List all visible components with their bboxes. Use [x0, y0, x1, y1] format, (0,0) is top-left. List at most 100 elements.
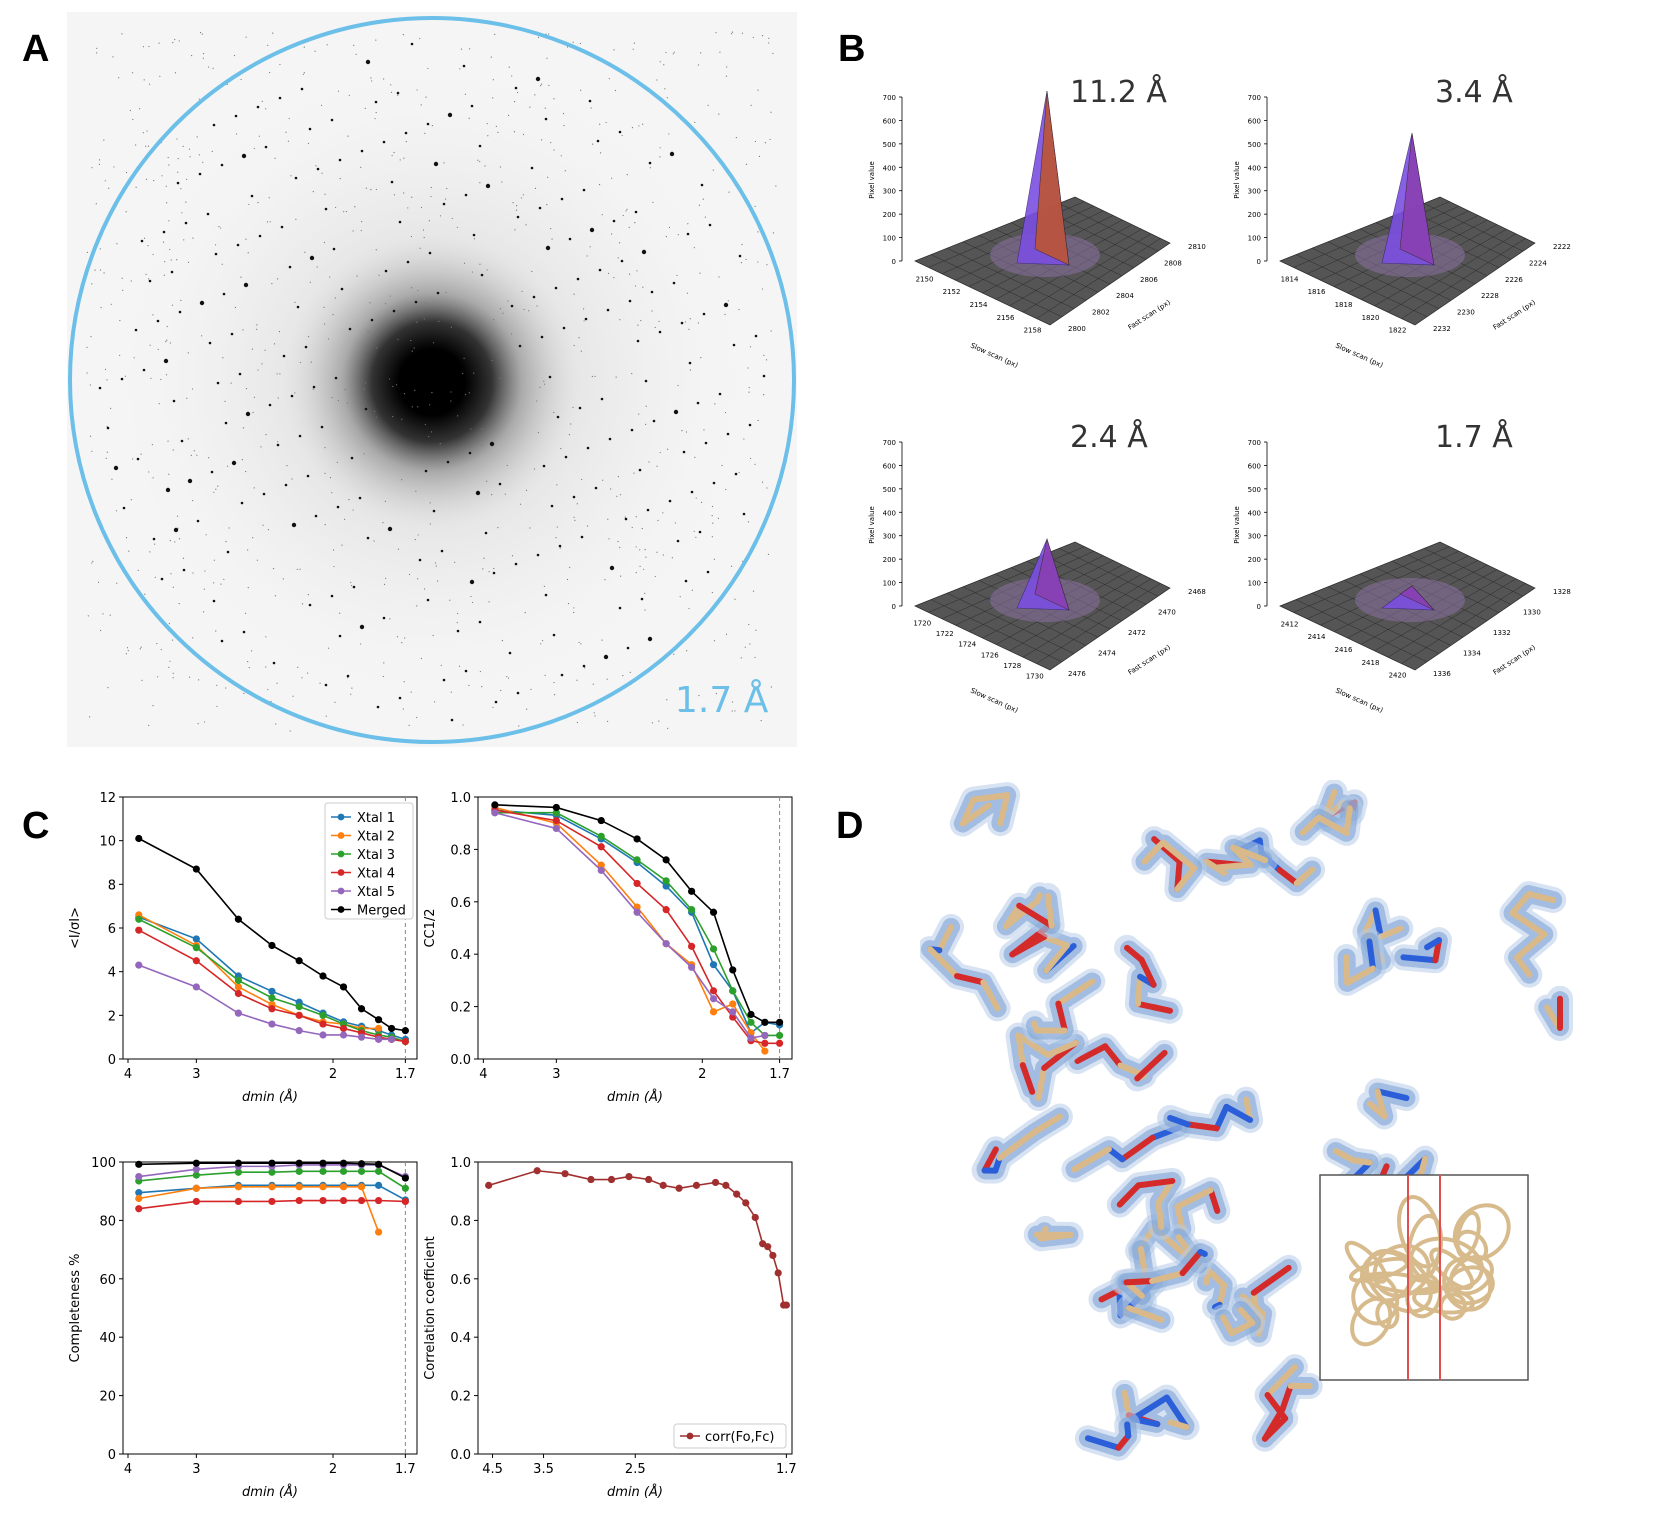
noise-dot	[599, 152, 602, 154]
data-point	[192, 1159, 200, 1167]
noise-dot	[770, 330, 772, 332]
noise-dot	[383, 662, 385, 664]
noise-dot	[766, 264, 768, 266]
peak-resolution-label: 11.2 Å	[1070, 75, 1167, 110]
y-tick-label: 20	[99, 1390, 116, 1405]
noise-dot	[738, 471, 740, 474]
bragg-spot	[140, 239, 144, 243]
bond-stick	[1155, 1177, 1176, 1206]
noise-dot	[450, 391, 452, 393]
noise-dot	[174, 72, 177, 74]
bragg-spot	[700, 183, 704, 187]
y-tick-label: 0.8	[450, 1214, 471, 1229]
noise-dot	[403, 157, 405, 159]
bragg-spot	[516, 691, 520, 695]
noise-dot	[364, 382, 367, 384]
bragg-spot	[366, 536, 370, 540]
slow-tick-label: 2418	[1362, 659, 1380, 667]
noise-dot	[177, 527, 179, 529]
bragg-spot	[433, 161, 439, 167]
bond-stick	[1055, 1000, 1068, 1034]
bragg-spot	[582, 664, 586, 668]
noise-dot	[668, 133, 670, 135]
bond-stick	[1174, 1187, 1214, 1210]
bragg-spot	[160, 577, 164, 581]
fast-tick-label: 1332	[1493, 629, 1511, 637]
noise-dot	[553, 411, 555, 414]
noise-dot	[408, 724, 410, 726]
noise-dot	[146, 130, 148, 132]
noise-dot	[148, 278, 150, 280]
noise-dot	[125, 536, 128, 539]
noise-dot	[190, 54, 193, 57]
noise-dot	[491, 359, 493, 361]
y-tick-label: 0.0	[450, 1053, 471, 1068]
bragg-spot	[398, 696, 402, 700]
noise-dot	[605, 121, 607, 124]
bragg-spot	[320, 425, 324, 429]
data-point	[135, 961, 143, 969]
noise-dot	[251, 348, 253, 350]
noise-dot	[644, 592, 646, 594]
noise-dot	[321, 172, 323, 174]
noise-dot	[642, 123, 644, 125]
bond-stick	[1207, 1187, 1221, 1214]
bragg-spot	[288, 265, 292, 269]
bragg-spot	[165, 487, 171, 493]
noise-dot	[578, 641, 580, 644]
noise-dot	[272, 568, 275, 570]
data-point	[295, 1011, 303, 1019]
noise-dot	[631, 372, 633, 375]
bragg-spot	[268, 403, 272, 407]
noise-dot	[191, 388, 194, 390]
bragg-spot	[560, 673, 564, 677]
noise-dot	[711, 536, 713, 538]
data-point	[192, 935, 200, 943]
noise-dot	[445, 291, 447, 294]
noise-dot	[201, 33, 203, 35]
noise-dot	[248, 666, 250, 669]
noise-dot	[482, 568, 484, 570]
bragg-spot	[706, 570, 710, 574]
noise-dot	[668, 226, 671, 229]
noise-dot	[579, 42, 581, 45]
data-point	[234, 915, 242, 923]
noise-dot	[169, 342, 171, 344]
noise-dot	[556, 484, 558, 486]
noise-dot	[432, 342, 435, 344]
noise-dot	[211, 150, 213, 153]
noise-dot	[346, 402, 349, 404]
bond-stick	[1344, 965, 1376, 986]
bragg-spot	[545, 245, 551, 251]
bond-stick	[1002, 902, 1023, 930]
fast-tick-label: 1336	[1433, 670, 1451, 678]
noise-dot	[169, 248, 171, 251]
noise-dot	[608, 538, 610, 540]
noise-dot	[425, 96, 427, 98]
data-point	[319, 972, 327, 980]
bond-stick	[1343, 954, 1351, 986]
noise-dot	[520, 197, 523, 199]
noise-dot	[382, 675, 384, 678]
noise-dot	[190, 454, 192, 456]
noise-dot	[625, 210, 627, 212]
data-point	[561, 1170, 569, 1178]
noise-dot	[410, 287, 413, 289]
legend-marker	[337, 906, 345, 913]
noise-dot	[159, 75, 161, 77]
bragg-spot	[241, 153, 247, 159]
noise-dot	[502, 312, 504, 314]
noise-dot	[454, 561, 456, 563]
bragg-spot	[698, 530, 702, 534]
data-point	[357, 1167, 366, 1175]
noise-dot	[479, 161, 481, 163]
noise-dot	[192, 572, 194, 574]
bragg-spot	[447, 112, 453, 118]
noise-dot	[470, 595, 472, 598]
noise-dot	[613, 49, 615, 51]
noise-dot	[165, 374, 168, 376]
series-line	[138, 1162, 406, 1179]
noise-dot	[365, 187, 367, 189]
noise-dot	[731, 31, 734, 33]
noise-dot	[573, 611, 575, 614]
